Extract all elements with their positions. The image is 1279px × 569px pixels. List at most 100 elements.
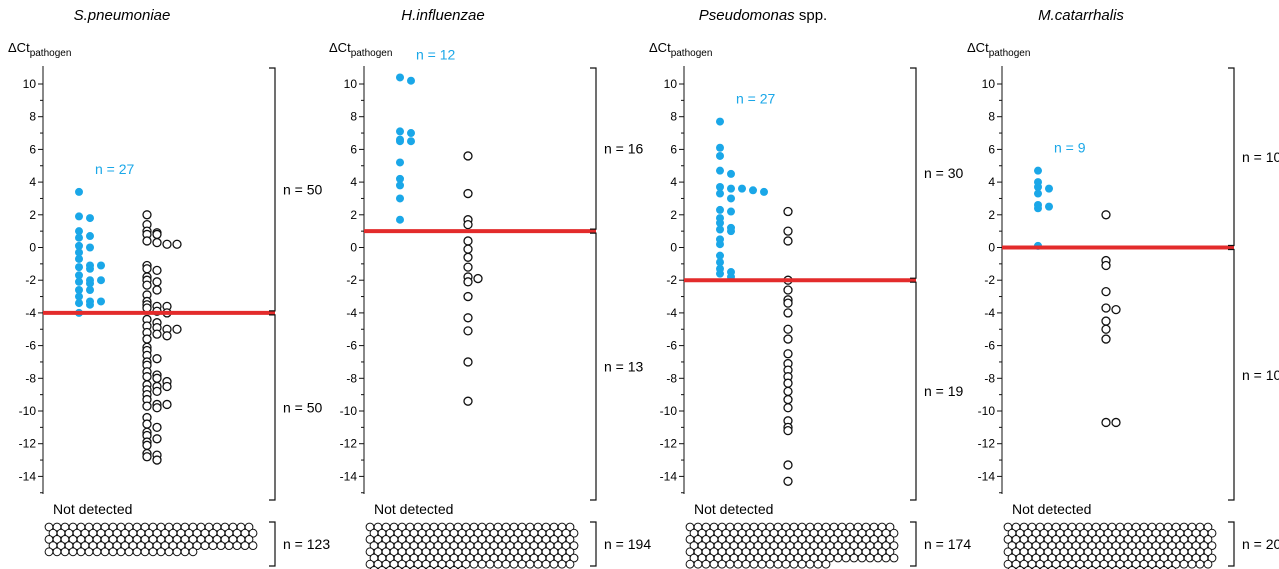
not-detected-point	[789, 559, 799, 569]
filled-point	[1045, 184, 1053, 193]
not-detected-point	[60, 547, 70, 557]
not-detected-point	[849, 553, 859, 563]
not-detected-point	[701, 559, 711, 569]
y-tick-label: 6	[670, 142, 677, 156]
not-detected-point	[1135, 566, 1145, 569]
filled-point	[407, 76, 415, 85]
y-axis-label-sub: pathogen	[30, 48, 72, 59]
filled-point	[716, 258, 724, 267]
y-tick-label: 6	[29, 142, 36, 156]
not-detected-bracket	[1228, 521, 1235, 567]
y-tick-label: 0	[670, 241, 677, 255]
filled-point	[716, 143, 724, 152]
filled-point	[75, 263, 83, 272]
not-detected-bracket	[269, 521, 276, 567]
y-tick-label: -8	[25, 371, 36, 385]
open-point	[152, 434, 162, 444]
filled-point	[1034, 166, 1042, 175]
y-tick-label: -14	[19, 469, 37, 483]
filled-point	[1034, 189, 1042, 198]
not-detected-point	[533, 559, 543, 569]
not-detected-point	[164, 547, 174, 557]
filled-point	[86, 243, 94, 252]
not-detected-point	[100, 547, 110, 557]
filled-point	[75, 227, 83, 236]
lower-bracket	[269, 314, 276, 501]
not-detected-point	[501, 559, 511, 569]
open-point	[783, 386, 793, 397]
not-detected-point	[1159, 566, 1169, 569]
y-tick-label: 10	[664, 77, 678, 91]
not-detected-point	[709, 559, 719, 569]
filled-point	[86, 214, 94, 223]
y-tick-label: -6	[984, 339, 995, 353]
open-point	[142, 264, 152, 274]
not-detected-point	[224, 541, 234, 550]
upper-bracket	[590, 67, 597, 230]
not-detected-point	[124, 547, 134, 557]
open-point	[152, 329, 162, 339]
not-detected-point	[485, 559, 495, 569]
y-axis-label-sub: pathogen	[989, 48, 1031, 59]
open-point	[142, 303, 152, 313]
y-tick-label: -14	[978, 469, 996, 483]
not-detected-point	[244, 535, 254, 544]
filled-point	[407, 129, 415, 138]
upper-bracket-label: n = 30	[924, 165, 964, 181]
not-detected-point	[1203, 535, 1213, 544]
not-detected-point	[833, 553, 843, 563]
panel-title-suffix: spp.	[795, 7, 828, 24]
open-point	[162, 381, 172, 392]
open-point	[783, 403, 793, 413]
not-detected-point	[1203, 522, 1213, 532]
open-point	[172, 324, 182, 334]
not-detected-point	[549, 559, 559, 569]
not-detected-point	[1187, 559, 1197, 569]
open-point	[152, 403, 162, 413]
filled-point	[75, 233, 83, 242]
panel-title: S.pneumoniae	[74, 7, 171, 24]
not-detected-point	[441, 566, 451, 569]
open-point	[1101, 210, 1111, 220]
positive-count-label: n = 9	[1054, 140, 1086, 156]
lower-bracket-label: n = 10	[1242, 367, 1279, 383]
open-point	[152, 386, 162, 397]
filled-point	[760, 187, 768, 196]
not-detected-point	[409, 566, 419, 569]
panel-title: Pseudomonas spp.	[699, 7, 827, 24]
filled-point	[97, 297, 105, 306]
y-tick-label: -4	[666, 306, 677, 320]
filled-point	[727, 227, 735, 236]
y-tick-label: -12	[978, 437, 996, 451]
upper-bracket-label: n = 10	[1242, 149, 1279, 165]
open-point	[162, 331, 172, 341]
filled-point	[727, 184, 735, 193]
filled-point	[1045, 202, 1053, 211]
not-detected-point	[733, 559, 743, 569]
y-tick-label: 4	[988, 175, 995, 189]
y-tick-label: 2	[670, 208, 677, 222]
not-detected-point	[557, 559, 567, 569]
not-detected-point	[841, 553, 851, 563]
lower-bracket	[590, 232, 597, 501]
filled-point	[75, 241, 83, 250]
filled-point	[97, 261, 105, 270]
not-detected-point	[1143, 566, 1153, 569]
filled-point	[1034, 204, 1042, 213]
filled-point	[396, 158, 404, 167]
panel-title-italic: Pseudomonas	[699, 7, 795, 24]
not-detected-point	[569, 541, 579, 550]
not-detected-point	[1087, 566, 1097, 569]
filled-point	[86, 279, 94, 288]
filled-point	[75, 286, 83, 295]
not-detected-point	[1207, 553, 1217, 563]
y-tick-label: 8	[988, 110, 995, 124]
panel-title: M.catarrhalis	[1038, 7, 1124, 24]
not-detected-point	[240, 541, 250, 550]
open-point	[783, 206, 793, 217]
not-detected-bracket-label: n = 123	[283, 536, 330, 552]
open-point	[783, 349, 793, 359]
open-point	[463, 396, 473, 406]
positive-count-label: n = 27	[736, 91, 776, 107]
